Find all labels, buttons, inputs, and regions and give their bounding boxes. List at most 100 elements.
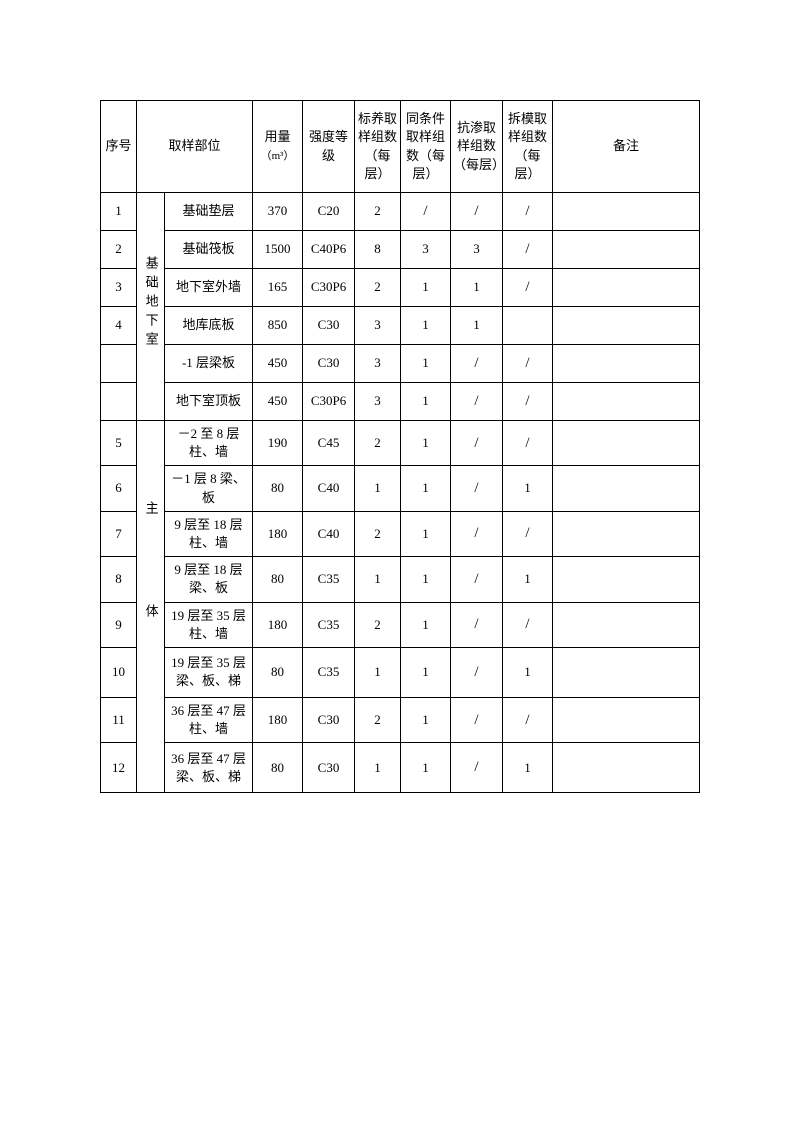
- header-seq: 序号: [101, 101, 137, 193]
- table-row: 11 36 层至 47 层柱、墙 180 C30 2 1 / /: [101, 697, 700, 742]
- cell-remark: [553, 697, 700, 742]
- cell-perm: /: [451, 511, 503, 556]
- cell-part: 19 层至 35 层梁、板、梯: [165, 647, 253, 697]
- cell-std: 2: [355, 269, 401, 307]
- cell-qty: 450: [253, 345, 303, 383]
- table-row: 4 地库底板 850 C30 3 1 1: [101, 307, 700, 345]
- cell-part: 地库底板: [165, 307, 253, 345]
- cell-demo: /: [503, 602, 553, 647]
- header-demo: 拆模取样组数（每层）: [503, 101, 553, 193]
- cell-seq: 5: [101, 421, 137, 466]
- cell-remark: [553, 743, 700, 793]
- table-row: 7 9 层至 18 层柱、墙 180 C40 2 1 / /: [101, 511, 700, 556]
- cell-perm: /: [451, 383, 503, 421]
- cell-std: 3: [355, 345, 401, 383]
- header-qty: 用量（m³）: [253, 101, 303, 193]
- cell-seq: 3: [101, 269, 137, 307]
- cell-grade: C35: [303, 602, 355, 647]
- cell-demo: 1: [503, 466, 553, 511]
- cell-same: 1: [401, 647, 451, 697]
- header-remark: 备注: [553, 101, 700, 193]
- cell-qty: 80: [253, 557, 303, 602]
- cell-remark: [553, 383, 700, 421]
- cell-remark: [553, 269, 700, 307]
- cell-seq: 11: [101, 697, 137, 742]
- cell-qty: 80: [253, 466, 303, 511]
- cell-perm: /: [451, 743, 503, 793]
- cell-remark: [553, 511, 700, 556]
- cell-qty: 450: [253, 383, 303, 421]
- table-row: -1 层梁板 450 C30 3 1 / /: [101, 345, 700, 383]
- cell-grade: C30: [303, 743, 355, 793]
- cell-std: 1: [355, 743, 401, 793]
- cell-same: 1: [401, 466, 451, 511]
- cell-part: -1 层梁板: [165, 345, 253, 383]
- cell-same: 1: [401, 511, 451, 556]
- cell-std: 3: [355, 383, 401, 421]
- cell-remark: [553, 307, 700, 345]
- table-header-row: 序号 取样部位 用量（m³） 强度等级 标养取样组数（每层） 同条件取样组数（每…: [101, 101, 700, 193]
- cell-remark: [553, 602, 700, 647]
- cell-remark: [553, 647, 700, 697]
- cell-perm: /: [451, 421, 503, 466]
- cell-qty: 165: [253, 269, 303, 307]
- cell-perm: /: [451, 647, 503, 697]
- cell-perm: /: [451, 557, 503, 602]
- cell-seq: 1: [101, 193, 137, 231]
- table-row: 1 基础地下室 基础垫层 370 C20 2 / / /: [101, 193, 700, 231]
- table-row: 10 19 层至 35 层梁、板、梯 80 C35 1 1 / 1: [101, 647, 700, 697]
- cell-std: 2: [355, 697, 401, 742]
- cell-qty: 180: [253, 697, 303, 742]
- cell-perm: 1: [451, 307, 503, 345]
- cell-demo: /: [503, 193, 553, 231]
- cell-qty: 80: [253, 647, 303, 697]
- cell-part: 36 层至 47 层柱、墙: [165, 697, 253, 742]
- table-row: 2 基础筏板 1500 C40P6 8 3 3 /: [101, 231, 700, 269]
- cell-same: /: [401, 193, 451, 231]
- cell-std: 1: [355, 557, 401, 602]
- cell-part: 19 层至 35 层柱、墙: [165, 602, 253, 647]
- cell-grade: C30: [303, 345, 355, 383]
- cell-seq: 9: [101, 602, 137, 647]
- cell-part: 9 层至 18 层梁、板: [165, 557, 253, 602]
- cell-demo: [503, 307, 553, 345]
- cell-demo: /: [503, 231, 553, 269]
- cell-demo: /: [503, 345, 553, 383]
- cell-part: －1 层 8 梁、板: [165, 466, 253, 511]
- cell-std: 1: [355, 647, 401, 697]
- table-row: 地下室顶板 450 C30P6 3 1 / /: [101, 383, 700, 421]
- cell-part: 9 层至 18 层柱、墙: [165, 511, 253, 556]
- header-same: 同条件取样组数（每层）: [401, 101, 451, 193]
- cell-demo: /: [503, 269, 553, 307]
- cell-grade: C30P6: [303, 269, 355, 307]
- cell-grade: C30: [303, 307, 355, 345]
- cell-qty: 370: [253, 193, 303, 231]
- cell-std: 1: [355, 466, 401, 511]
- cell-qty: 80: [253, 743, 303, 793]
- cell-part: －2 至 8 层柱、墙: [165, 421, 253, 466]
- table-row: 9 19 层至 35 层柱、墙 180 C35 2 1 / /: [101, 602, 700, 647]
- cell-std: 8: [355, 231, 401, 269]
- cell-same: 1: [401, 345, 451, 383]
- cell-perm: /: [451, 602, 503, 647]
- cell-seq: 10: [101, 647, 137, 697]
- cell-demo: /: [503, 421, 553, 466]
- table-row: 5 主体 －2 至 8 层柱、墙 190 C45 2 1 / /: [101, 421, 700, 466]
- cell-seq: 4: [101, 307, 137, 345]
- cell-demo: /: [503, 511, 553, 556]
- header-location: 取样部位: [137, 101, 253, 193]
- cell-qty: 190: [253, 421, 303, 466]
- cell-std: 3: [355, 307, 401, 345]
- cell-seq: [101, 383, 137, 421]
- cell-grade: C30: [303, 697, 355, 742]
- cell-seq: 12: [101, 743, 137, 793]
- cell-same: 1: [401, 307, 451, 345]
- cell-seq: [101, 345, 137, 383]
- cell-part: 基础筏板: [165, 231, 253, 269]
- table-row: 6 －1 层 8 梁、板 80 C40 1 1 / 1: [101, 466, 700, 511]
- cell-perm: /: [451, 345, 503, 383]
- header-perm: 抗渗取样组数（每层）: [451, 101, 503, 193]
- cell-grade: C40P6: [303, 231, 355, 269]
- cell-demo: 1: [503, 647, 553, 697]
- table-row: 12 36 层至 47 层梁、板、梯 80 C30 1 1 / 1: [101, 743, 700, 793]
